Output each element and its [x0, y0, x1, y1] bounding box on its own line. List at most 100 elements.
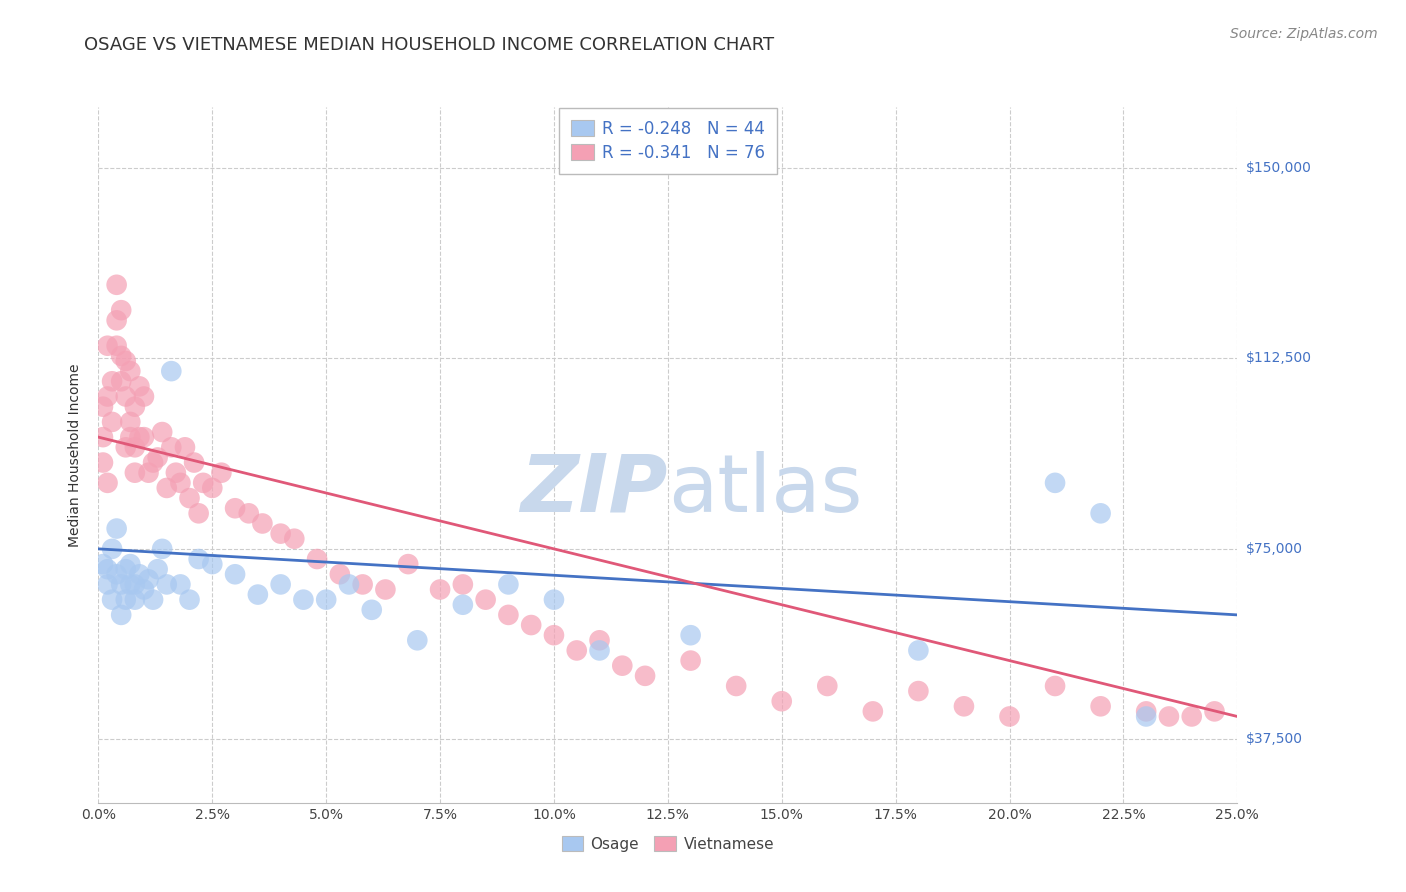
Point	[91, 430, 114, 444]
Point	[498, 577, 520, 591]
Point	[1157, 709, 1180, 723]
Point	[105, 277, 128, 292]
Point	[96, 562, 118, 576]
Point	[91, 456, 114, 470]
Point	[160, 440, 183, 454]
Point	[520, 618, 543, 632]
Point	[907, 643, 929, 657]
Point	[105, 339, 128, 353]
Point	[1135, 705, 1157, 719]
Point	[101, 374, 124, 388]
Point	[156, 577, 179, 591]
Point	[146, 450, 169, 465]
Point	[543, 628, 565, 642]
Text: $37,500: $37,500	[1246, 732, 1302, 747]
Point	[142, 592, 165, 607]
Point	[634, 669, 657, 683]
Text: $150,000: $150,000	[1246, 161, 1312, 175]
Point	[124, 577, 146, 591]
Point	[406, 633, 429, 648]
Point	[101, 415, 124, 429]
Point	[907, 684, 929, 698]
Point	[238, 506, 260, 520]
Point	[770, 694, 793, 708]
Point	[451, 577, 474, 591]
Point	[101, 592, 124, 607]
Point	[315, 592, 337, 607]
Point	[187, 552, 209, 566]
Point	[114, 354, 136, 368]
Point	[91, 400, 114, 414]
Point	[169, 577, 191, 591]
Point	[114, 390, 136, 404]
Point	[110, 303, 132, 318]
Point	[1181, 709, 1204, 723]
Text: $112,500: $112,500	[1246, 351, 1312, 366]
Point	[1204, 705, 1226, 719]
Point	[128, 430, 150, 444]
Point	[498, 607, 520, 622]
Point	[360, 603, 382, 617]
Point	[150, 541, 173, 556]
Point	[101, 541, 124, 556]
Point	[679, 628, 702, 642]
Point	[114, 592, 136, 607]
Point	[114, 562, 136, 576]
Point	[224, 501, 246, 516]
Point	[132, 430, 155, 444]
Text: Source: ZipAtlas.com: Source: ZipAtlas.com	[1230, 27, 1378, 41]
Point	[588, 633, 610, 648]
Point	[1090, 699, 1112, 714]
Point	[246, 588, 269, 602]
Point	[1043, 475, 1066, 490]
Legend: Osage, Vietnamese: Osage, Vietnamese	[555, 830, 780, 858]
Point	[998, 709, 1021, 723]
Point	[91, 557, 114, 571]
Point	[105, 567, 128, 582]
Point	[193, 475, 215, 490]
Point	[132, 390, 155, 404]
Text: ZIP: ZIP	[520, 450, 668, 529]
Point	[270, 577, 292, 591]
Y-axis label: Median Household Income: Median Household Income	[69, 363, 83, 547]
Point	[124, 466, 146, 480]
Point	[337, 577, 360, 591]
Point	[146, 562, 169, 576]
Point	[429, 582, 451, 597]
Point	[120, 577, 142, 591]
Point	[725, 679, 748, 693]
Point	[142, 456, 165, 470]
Point	[132, 582, 155, 597]
Point	[292, 592, 315, 607]
Point	[114, 440, 136, 454]
Text: OSAGE VS VIETNAMESE MEDIAN HOUSEHOLD INCOME CORRELATION CHART: OSAGE VS VIETNAMESE MEDIAN HOUSEHOLD INC…	[84, 36, 775, 54]
Point	[283, 532, 305, 546]
Point	[209, 466, 232, 480]
Text: atlas: atlas	[668, 450, 862, 529]
Point	[96, 390, 118, 404]
Point	[110, 577, 132, 591]
Point	[120, 364, 142, 378]
Point	[128, 379, 150, 393]
Point	[110, 607, 132, 622]
Point	[124, 400, 146, 414]
Point	[160, 364, 183, 378]
Point	[270, 526, 292, 541]
Point	[1090, 506, 1112, 520]
Point	[374, 582, 396, 597]
Point	[612, 658, 634, 673]
Point	[156, 481, 179, 495]
Point	[1135, 709, 1157, 723]
Point	[179, 592, 201, 607]
Point	[165, 466, 187, 480]
Point	[124, 592, 146, 607]
Point	[953, 699, 976, 714]
Point	[201, 481, 224, 495]
Point	[565, 643, 588, 657]
Point	[96, 577, 118, 591]
Text: $75,000: $75,000	[1246, 541, 1302, 556]
Point	[138, 466, 160, 480]
Point	[179, 491, 201, 505]
Point	[543, 592, 565, 607]
Point	[474, 592, 496, 607]
